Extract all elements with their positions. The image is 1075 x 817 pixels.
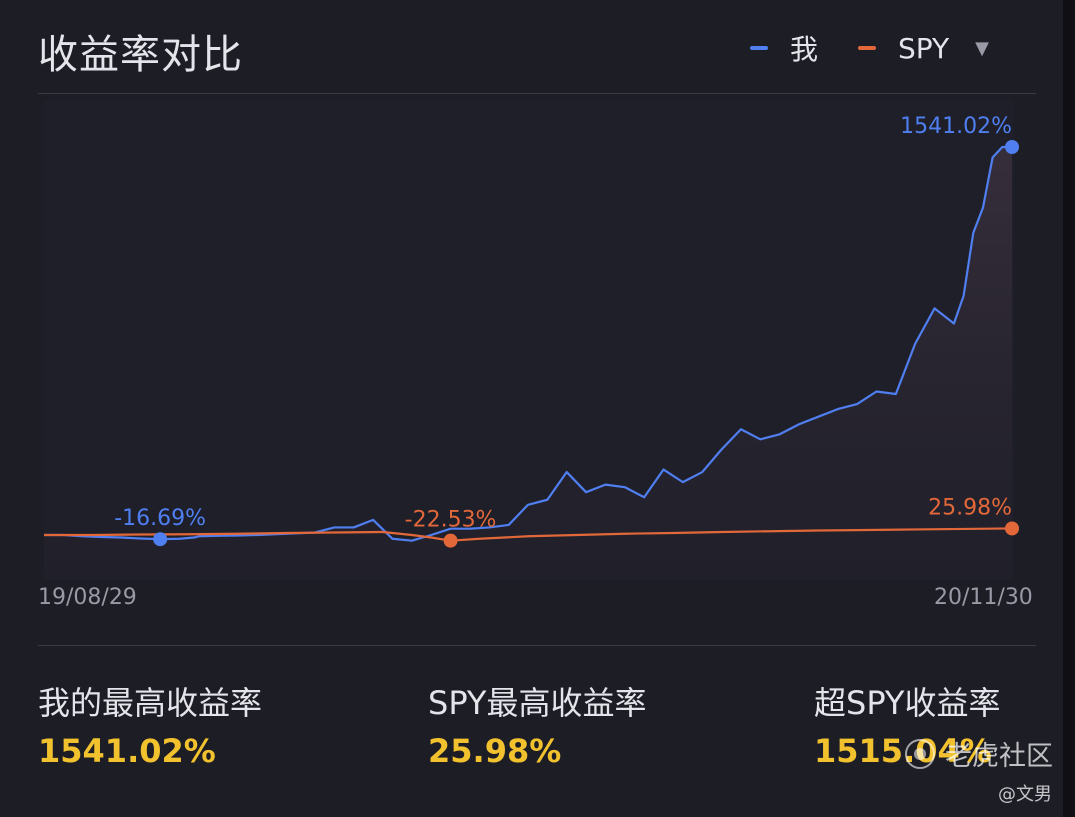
tiger-logo-icon <box>905 738 935 769</box>
stat-excess-label: 超SPY收益率 <box>814 684 1001 722</box>
stats-divider <box>38 645 1036 646</box>
watermark-author: @文男 <box>998 784 1052 805</box>
legend-label-mine: 我 <box>790 33 819 66</box>
series-line-mine <box>44 145 1012 542</box>
series-line-spy <box>44 527 1013 542</box>
annotation-label-0: -16.69% <box>114 506 206 531</box>
legend-swatch-spy <box>858 46 877 50</box>
legend-item-mine[interactable]: 我 <box>750 28 818 68</box>
legend-swatch-mine <box>750 46 768 50</box>
page-title: 收益率对比 <box>38 32 243 78</box>
chevron-down-icon[interactable]: ▼ <box>975 37 990 59</box>
annotation-marker-3 <box>1005 521 1019 536</box>
line-chart: -16.69% -22.53% 1541.02% 25.98% <box>44 114 1019 580</box>
header-divider <box>38 93 1036 94</box>
stat-mine-label: 我的最高收益率 <box>38 684 263 722</box>
stat-spy: SPY最高收益率 25.98% <box>428 678 646 770</box>
stat-mine: 我的最高收益率 1541.02% <box>38 678 262 770</box>
series-area-mine <box>44 147 1012 580</box>
stat-spy-value: 25.98% <box>428 732 562 770</box>
stat-excess-value: 1515.04% <box>814 732 992 770</box>
legend[interactable]: 我 SPY ▼ <box>750 30 989 66</box>
annotation-marker-2 <box>1005 140 1019 154</box>
stat-mine-value: 1541.02% <box>38 732 216 770</box>
annotation-label-3: 25.98% <box>928 495 1012 520</box>
stat-spy-label: SPY最高收益率 <box>428 684 647 722</box>
annotation-marker-0 <box>153 532 168 547</box>
watermark-brand: 老虎社区 <box>905 734 1053 773</box>
screen-edge <box>1063 0 1075 817</box>
legend-label-spy: SPY <box>898 31 950 65</box>
stat-excess: 超SPY收益率 1515.04% <box>814 678 1000 770</box>
legend-item-spy[interactable]: SPY <box>858 32 949 65</box>
annotation-label-2: 1541.02% <box>900 114 1012 139</box>
x-tick-end: 20/11/30 <box>934 585 1033 610</box>
annotation-label-1: -22.53% <box>405 508 497 533</box>
x-tick-start: 19/08/29 <box>38 585 137 610</box>
annotation-marker-1 <box>443 533 458 548</box>
watermark-brand-text: 老虎社区 <box>945 741 1053 772</box>
